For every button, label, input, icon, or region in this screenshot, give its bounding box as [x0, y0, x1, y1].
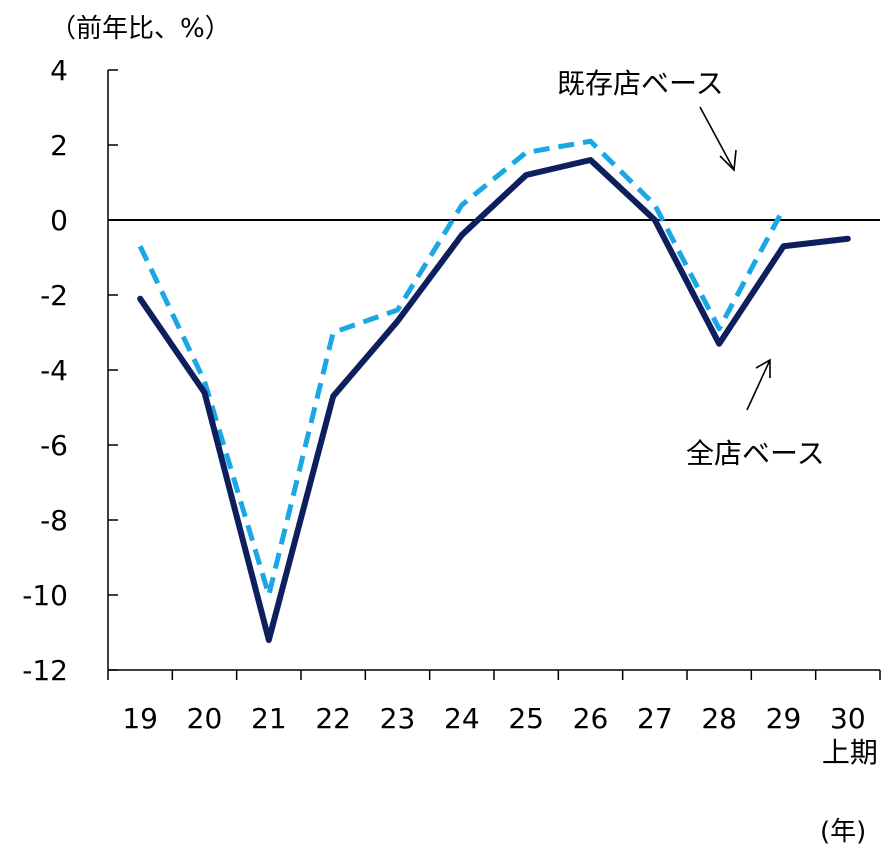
data-point: [204, 381, 205, 382]
x-tick-label: 26: [573, 702, 609, 735]
data-point: [461, 235, 462, 236]
series-existing-store-line: [137, 138, 786, 598]
data-point: [461, 205, 462, 206]
y-axis-ticks: 4 2 0 -2 -4 -6 -8 -10 -12: [22, 54, 118, 687]
data-point: [268, 640, 269, 641]
x-tick-label: 21: [251, 702, 287, 735]
y-tick-label: 2: [50, 129, 68, 162]
y-tick-label: 4: [50, 54, 68, 87]
x-tick-label: 29: [766, 702, 802, 735]
data-point: [204, 392, 205, 393]
data-point: [333, 332, 334, 333]
x-tick-label: 27: [637, 702, 673, 735]
data-point: [397, 321, 398, 322]
y-tick-label: -4: [40, 354, 68, 387]
label-existing-store: 既存店ベース: [557, 67, 724, 100]
label-all-store: 全店ベース: [686, 437, 825, 470]
data-point: [397, 310, 398, 311]
data-point: [783, 246, 784, 247]
y-tick-label: -10: [22, 579, 68, 612]
data-point: [526, 175, 527, 176]
data-point: [333, 396, 334, 397]
data-point: [590, 141, 591, 142]
x-tick-label: 23: [380, 702, 416, 735]
x-tick-sublabel: 上期: [822, 736, 878, 769]
data-point: [140, 298, 141, 299]
arrow-existing-store: [699, 106, 737, 172]
y-tick-label: -8: [40, 504, 68, 537]
x-tick-label: 30: [830, 702, 866, 735]
x-tick-label: 20: [187, 702, 223, 735]
y-tick-label: -6: [40, 429, 68, 462]
x-tick-label: 25: [508, 702, 544, 735]
y-tick-label: -2: [40, 279, 68, 312]
data-point: [526, 152, 527, 153]
x-tick-label: 19: [122, 702, 158, 735]
data-point: [719, 328, 720, 329]
x-tick-label: 22: [315, 702, 351, 735]
data-point: [654, 205, 655, 206]
y-tick-label: 0: [50, 204, 68, 237]
data-point: [783, 208, 784, 209]
y-axis-unit-label: （前年比、%）: [50, 14, 231, 44]
data-point: [719, 343, 720, 344]
x-axis-unit-label: (年): [820, 817, 866, 847]
series-points: [140, 160, 849, 641]
data-point: [140, 246, 141, 247]
data-point: [847, 238, 848, 239]
x-tick-label: 28: [701, 702, 737, 735]
x-tick-label: 24: [444, 702, 480, 735]
series-all-store-line: [137, 157, 851, 643]
data-point: [654, 220, 655, 221]
arrow-all-store: [746, 358, 771, 411]
data-point: [268, 595, 269, 596]
data-point: [590, 160, 591, 161]
y-tick-label: -12: [22, 654, 68, 687]
